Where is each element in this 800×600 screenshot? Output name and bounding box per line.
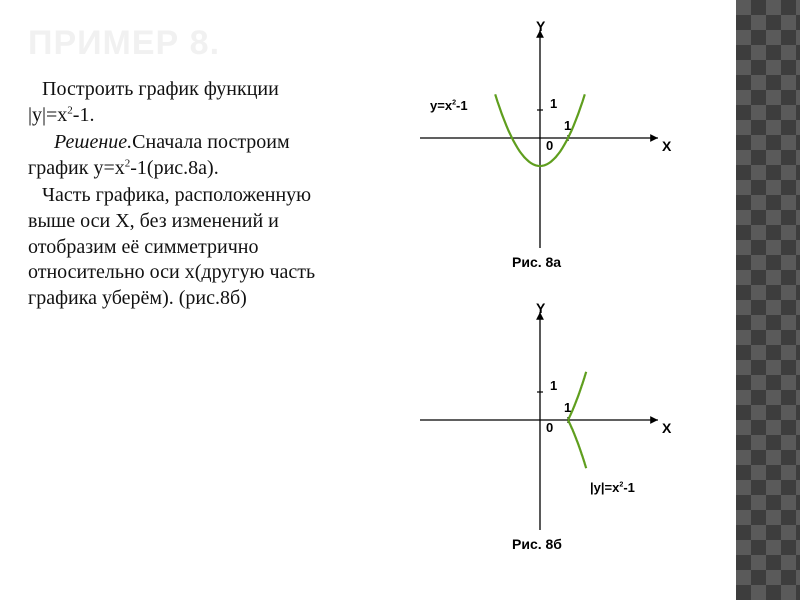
- p2-italic: Решение.: [54, 131, 132, 153]
- chart-8b: Y X 0 1 1 |y|=x2-1 Рис. 8б: [400, 300, 680, 560]
- eq8a-pre: y=x: [430, 98, 452, 113]
- chart-8b-x-label: X: [662, 420, 671, 436]
- eq8b-post: -1: [623, 480, 635, 495]
- p2-b: -1(рис.8а).: [130, 157, 218, 179]
- chart-8a-y-label: Y: [536, 18, 545, 34]
- chart-8b-svg: [400, 300, 680, 560]
- chart-8a-origin: 0: [546, 138, 553, 153]
- chart-8a-tick-x: 1: [564, 118, 571, 133]
- chart-8b-origin: 0: [546, 420, 553, 435]
- eq8b-pre: |y|=x: [590, 480, 619, 495]
- chart-8a-x-label: X: [662, 138, 671, 154]
- body-text: Построить график функции |y|=x2-1. Решен…: [28, 77, 330, 311]
- chart-8b-tick-y: 1: [550, 378, 557, 393]
- decorative-checker-strip: [736, 0, 800, 600]
- chart-8b-caption: Рис. 8б: [512, 536, 562, 552]
- paragraph-solution-body: Часть графика, расположенную выше оси X,…: [28, 183, 330, 311]
- chart-8b-eq: |y|=x2-1: [590, 480, 635, 495]
- chart-8a-eq: y=x2-1: [430, 98, 468, 113]
- ghost-title: ПРИМЕР 8.: [28, 24, 330, 63]
- paragraph-problem: Построить график функции |y|=x2-1.: [28, 77, 330, 128]
- chart-8a-caption: Рис. 8а: [512, 254, 561, 270]
- chart-8a: Y X 0 1 1 y=x2-1 Рис. 8а: [400, 18, 680, 278]
- chart-8b-y-label: Y: [536, 300, 545, 316]
- text-column: ПРИМЕР 8. Построить график функции |y|=x…: [0, 0, 340, 600]
- chart-8a-svg: [400, 18, 680, 278]
- p1-pre: Построить график функции |y|=x: [28, 78, 279, 126]
- charts-column: Y X 0 1 1 y=x2-1 Рис. 8а: [340, 0, 736, 600]
- chart-8b-tick-x: 1: [564, 400, 571, 415]
- chart-8a-tick-y: 1: [550, 96, 557, 111]
- slide: ПРИМЕР 8. Построить график функции |y|=x…: [0, 0, 736, 600]
- paragraph-solution-lead: Решение.Сначала построим график y=x2-1(р…: [28, 130, 330, 181]
- p1-post: -1.: [73, 104, 95, 126]
- eq8a-post: -1: [456, 98, 468, 113]
